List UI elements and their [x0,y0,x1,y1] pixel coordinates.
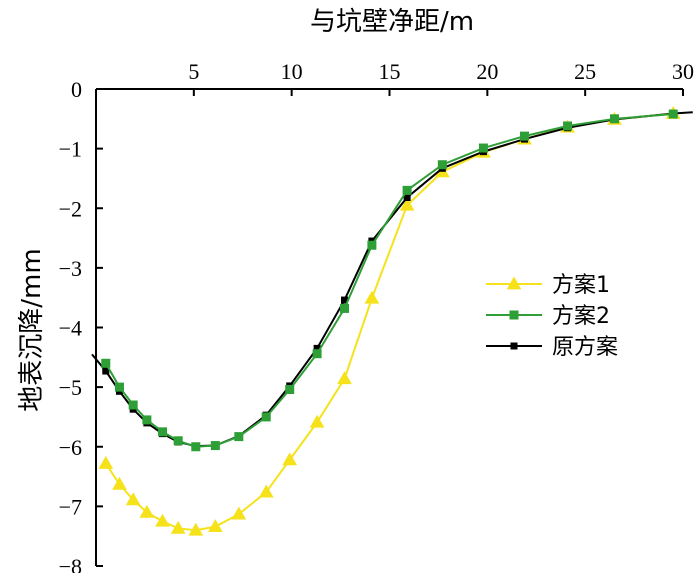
y-tick-label: −7 [59,494,82,519]
x-tick-label: 10 [281,59,303,84]
data-point [309,414,325,428]
y-tick-label: −2 [59,196,82,221]
x-axis-ticks: 5 10 15 20 25 30 [188,59,694,96]
data-point [339,303,349,313]
y-tick-label: −1 [59,137,82,162]
x-tick-label: 20 [476,59,498,84]
legend-item: 方案1 [486,273,610,298]
data-point [506,276,522,290]
data-point [112,476,127,490]
data-point [142,415,152,425]
y-axis-title: 地表沉降/mm [17,248,47,411]
data-point [128,400,138,410]
data-point [312,349,322,359]
data-point [207,519,223,533]
series-layer [91,105,693,536]
x-tick-label: 30 [672,59,694,84]
data-point [101,358,111,368]
y-tick-label: −6 [59,435,82,460]
data-point [258,484,274,498]
data-point [191,442,201,452]
legend-item: 方案2 [486,304,610,329]
data-point [210,441,220,451]
x-tick-label: 25 [574,59,596,84]
data-point [364,290,380,304]
data-point [158,427,168,437]
data-point [668,109,678,119]
data-point [313,344,321,352]
y-tick-label: −4 [59,316,82,341]
y-tick-label: 0 [71,77,82,102]
legend-item: 原方案 [486,335,618,360]
legend-label: 原方案 [552,335,618,360]
data-point [367,240,377,250]
y-tick-label: −3 [59,256,82,281]
x-tick-label: 5 [188,59,199,84]
data-point [102,367,110,375]
data-point [478,143,488,153]
data-point [114,382,124,392]
x-axis-title: 与坑壁净距/m [310,7,474,37]
data-point [231,506,247,520]
data-point [337,371,352,385]
data-point [285,385,295,395]
data-point [173,436,183,446]
data-point [261,412,271,422]
data-point [563,121,573,131]
data-point [139,504,155,518]
data-point [520,131,530,141]
y-tick-label: −8 [59,554,82,573]
legend-label: 方案2 [552,304,610,329]
data-point [234,432,244,442]
data-point [403,194,411,202]
y-tick-label: −5 [59,375,82,400]
data-point [399,197,415,211]
data-point [509,310,519,320]
data-point [402,185,412,195]
legend: 方案1 方案2 原方案 [486,273,618,360]
data-point [340,296,348,304]
x-tick-label: 15 [379,59,401,84]
data-point [125,492,141,506]
legend-label: 方案1 [552,273,610,298]
data-point [510,342,518,350]
data-point [155,513,170,527]
data-point [170,520,186,534]
data-point [98,455,114,469]
series-2 [101,109,678,452]
data-point [610,114,620,124]
data-point [188,522,204,536]
y-axis-ticks: 0 −1 −2 −3 −4 −5 −6 −7 −8 [59,77,103,573]
data-point [282,452,298,466]
plot-area: 5 10 15 20 25 30 0 −1 −2 −3 −4 −5 −6 −7 −8 [59,59,694,573]
data-point [437,160,447,170]
